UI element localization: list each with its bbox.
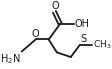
Text: CH$_3$: CH$_3$ [93,39,111,51]
Text: O: O [51,1,59,11]
Text: OH: OH [75,19,90,29]
Text: H$_2$N: H$_2$N [0,52,21,66]
Text: O: O [32,29,39,39]
Text: S: S [81,34,87,44]
